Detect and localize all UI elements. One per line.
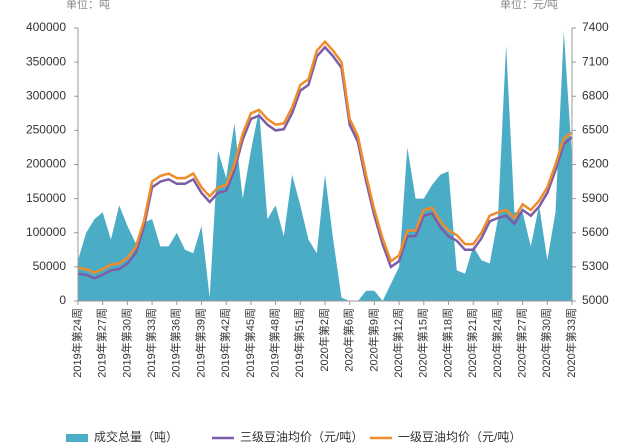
y-tick-label: 150000	[26, 191, 66, 205]
x-tick-label: 2019年第51周	[292, 308, 306, 378]
y2-tick-label: 5000	[582, 293, 609, 307]
y-tick-label: 0	[59, 293, 66, 307]
x-tick-label: 2020年第9周	[366, 308, 380, 372]
x-tick-label: 2019年第30周	[119, 308, 133, 378]
line	[77, 39, 573, 274]
legend-swatch	[66, 434, 88, 442]
y-tick-label: 50000	[33, 259, 67, 273]
y-tick-label: 350000	[26, 54, 66, 68]
y2-tick-label: 6800	[582, 88, 609, 102]
y2-tick-label: 6200	[582, 157, 609, 171]
x-tick-label: 2019年第36周	[169, 308, 183, 378]
y-tick-label: 200000	[26, 157, 66, 171]
y-unit: 单位：吨	[66, 0, 110, 11]
x-tick-label: 2020年第27周	[515, 308, 529, 378]
x-tick-label: 2020年第21周	[465, 308, 479, 378]
x-tick-label: 2020年第18周	[440, 308, 454, 378]
x-tick-label: 2019年第48周	[268, 308, 282, 378]
x-tick-label: 2020年第30周	[539, 308, 553, 378]
x-tick-label: 2020年第2周	[317, 308, 331, 372]
legend-label: 成交总量（吨）	[94, 429, 178, 444]
x-tick-label: 2019年第33周	[144, 308, 158, 378]
x-tick-label: 2020年第15周	[416, 308, 430, 378]
x-tick-label: 2019年第24周	[70, 308, 84, 378]
y2-tick-label: 5300	[582, 259, 609, 273]
y2-tick-label: 5900	[582, 191, 609, 205]
legend-label: 一级豆油均价（元/吨）	[398, 430, 521, 444]
y2-tick-label: 7400	[582, 20, 609, 34]
area	[78, 31, 572, 302]
y-tick-label: 300000	[26, 88, 66, 102]
y-tick-label: 250000	[26, 123, 66, 137]
y2-tick-label: 7100	[582, 54, 609, 68]
x-tick-label: 2020年第6周	[342, 308, 356, 372]
x-tick-label: 2019年第39周	[193, 308, 207, 378]
line	[77, 45, 573, 280]
legend-label: 三级豆油均价（元/吨）	[240, 430, 363, 444]
y2-tick-label: 6500	[582, 123, 609, 137]
x-tick-label: 2020年第33周	[564, 308, 578, 378]
y-tick-label: 100000	[26, 225, 66, 239]
y2-tick-label: 5600	[582, 225, 609, 239]
y-tick-label: 400000	[26, 20, 66, 34]
x-tick-label: 2019年第27周	[95, 308, 109, 378]
x-tick-label: 2020年第12周	[391, 308, 405, 378]
x-tick-label: 2020年第24周	[490, 308, 504, 378]
x-tick-label: 2019年第45周	[243, 308, 257, 378]
y2-unit: 单位：元/吨	[500, 0, 558, 11]
x-tick-label: 2019年第42周	[218, 308, 232, 378]
